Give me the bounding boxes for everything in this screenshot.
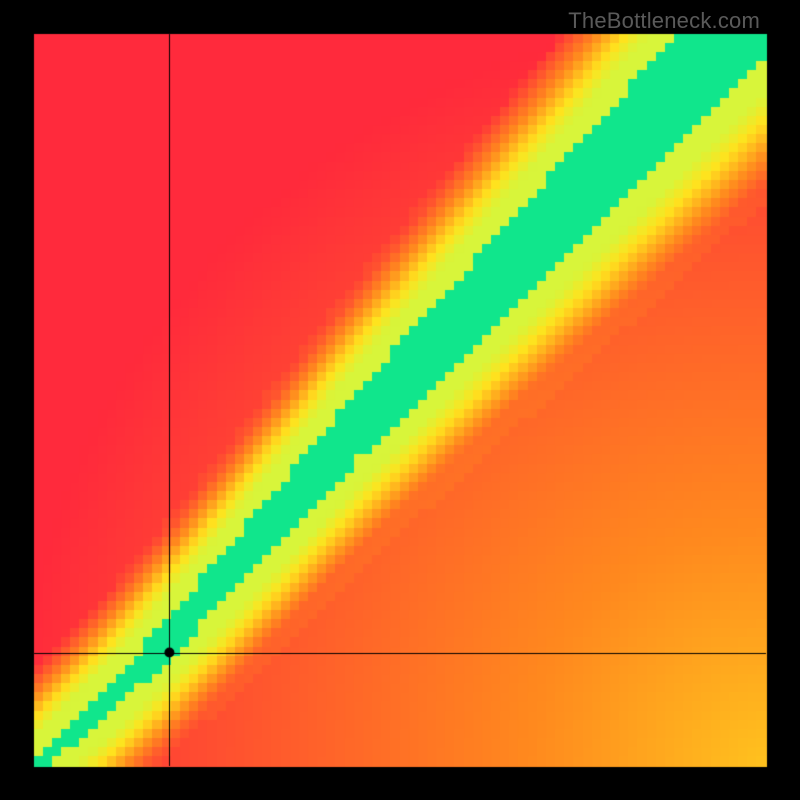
chart-container: TheBottleneck.com xyxy=(0,0,800,800)
watermark-text: TheBottleneck.com xyxy=(568,8,760,34)
overlay-canvas xyxy=(0,0,800,800)
